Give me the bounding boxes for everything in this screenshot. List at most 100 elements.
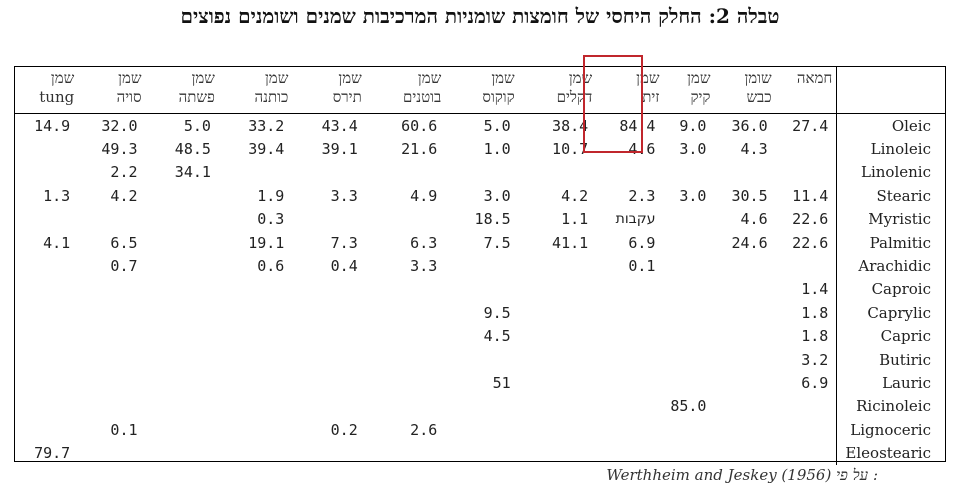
table-cell [146, 371, 219, 394]
column-header-line1: שמן [636, 69, 660, 87]
table-cell [146, 254, 219, 277]
table-cell: 9.5 [483, 303, 511, 322]
table-cell [663, 441, 714, 464]
column-header-line2: tung [39, 88, 75, 106]
table-cell [714, 254, 775, 277]
table-cell [663, 161, 714, 184]
table-cell [146, 441, 219, 464]
table-cell [146, 418, 219, 441]
table-cell [15, 161, 78, 184]
table-cell [519, 371, 597, 394]
table-cell [663, 208, 714, 231]
table-cell: 21.6 [401, 140, 438, 159]
table-cell: 60.6 [401, 116, 438, 135]
header-row: שמן tung שמן סויה שמן פשתה שמן כותנה שמן תירס שמן ב… [15, 67, 945, 114]
table-cell: 85.0 [670, 397, 707, 416]
column-header-line1: שמן [417, 69, 442, 87]
table-cell [15, 348, 78, 371]
table-cell [714, 161, 775, 184]
table-cell [714, 325, 775, 348]
table-cell [445, 161, 518, 184]
table-cell: 22.6 [792, 233, 829, 252]
table-cell [596, 418, 663, 441]
table-cell [519, 161, 597, 184]
table-cell [366, 161, 446, 184]
table-cell: 36.0 [731, 116, 768, 135]
table-cell: 14.9 [34, 116, 71, 135]
table-cell: 1.4 [801, 280, 829, 299]
table-cell: 4.6 [740, 210, 768, 229]
table-cell: 4.3 [740, 140, 768, 159]
table-cell [776, 418, 837, 441]
table-cell [78, 325, 145, 348]
table-cell [519, 441, 597, 464]
acid-name: Arachidic [836, 254, 945, 278]
table-cell [596, 301, 663, 324]
table-cell: 4.2 [110, 186, 138, 205]
column-header: שמן קוקוס [445, 67, 519, 114]
table-cell: 3.3 [410, 257, 438, 276]
table-cell [219, 418, 292, 441]
table-cell: 48.5 [174, 140, 211, 159]
table-cell [714, 395, 775, 418]
table-cell [292, 325, 365, 348]
table-cell: 0.2 [330, 420, 358, 439]
column-header-line1: שומן [744, 69, 772, 87]
table-cell: 38.4 [552, 116, 589, 135]
table-cell [445, 254, 518, 277]
table-cell: 6.5 [110, 233, 138, 252]
column-header-line2: דקלים [556, 88, 593, 106]
table-cell [714, 441, 775, 464]
table-cell [519, 418, 597, 441]
acid-name: Stearic [836, 184, 945, 208]
table-cell: 7.5 [483, 233, 511, 252]
table-row: 79.7 Eleostearic [15, 441, 945, 465]
column-header-line2: כבש [746, 88, 772, 106]
table-cell: 3.0 [679, 140, 707, 159]
table-row: 0.1 0.2 2.6 Lignoceric [15, 418, 945, 442]
table-cell: 1.9 [257, 186, 285, 205]
acid-name: Eleostearic [836, 441, 945, 465]
table-cell [663, 254, 714, 277]
source-prefix: על פי : [836, 466, 878, 484]
table-cell: 84.4 [619, 116, 656, 135]
table-cell [714, 278, 775, 301]
table-cell [146, 325, 219, 348]
table-row: 4.1 6.5 19.1 7.3 6.3 7.5 41.1 6.9 24.6 22.6 Palmit… [15, 230, 945, 255]
table-cell: 39.4 [248, 140, 285, 159]
column-header-line1: שמן [264, 69, 289, 87]
table-cell [15, 278, 78, 301]
table-cell [776, 161, 837, 184]
table-cell [519, 348, 597, 371]
table-cell [219, 301, 292, 324]
table-cell: 19.1 [248, 233, 285, 252]
column-header-line1: שמן [50, 69, 75, 87]
table-cell: 43.4 [321, 116, 358, 135]
table-cell [219, 371, 292, 394]
fatty-acid-table-container: שמן tung שמן סויה שמן פשתה שמן כותנה שמן תירס שמן ב… [14, 66, 946, 465]
column-header-line1: שמן [191, 69, 215, 87]
table-cell [219, 441, 292, 464]
table-cell [596, 161, 663, 184]
table-cell [15, 395, 78, 418]
column-header: שמן בוטנים [365, 67, 446, 114]
table-cell: 4.1 [43, 233, 71, 252]
source-citation: Werthheim and Jeskey (1956) על פי : [606, 466, 878, 485]
column-header: שמן סויה [78, 67, 146, 114]
table-cell [146, 348, 219, 371]
table-cell [366, 395, 446, 418]
table-cell [146, 395, 219, 418]
table-row: 3.2 Butiric [15, 347, 945, 372]
acid-name: Capric [836, 324, 945, 348]
table-cell [776, 254, 837, 277]
table-cell: 3.0 [679, 186, 707, 205]
table-cell: 1.1 [561, 210, 589, 229]
table-cell: 27.4 [792, 116, 829, 135]
acid-name: Linoleic [836, 137, 945, 161]
table-cell [78, 395, 145, 418]
column-header-line2: קוקוס [482, 88, 515, 106]
table-cell [15, 208, 78, 231]
table-cell: 51 [492, 373, 511, 392]
table-row: 1.4 Caproic [15, 277, 945, 302]
table-cell [776, 137, 837, 160]
